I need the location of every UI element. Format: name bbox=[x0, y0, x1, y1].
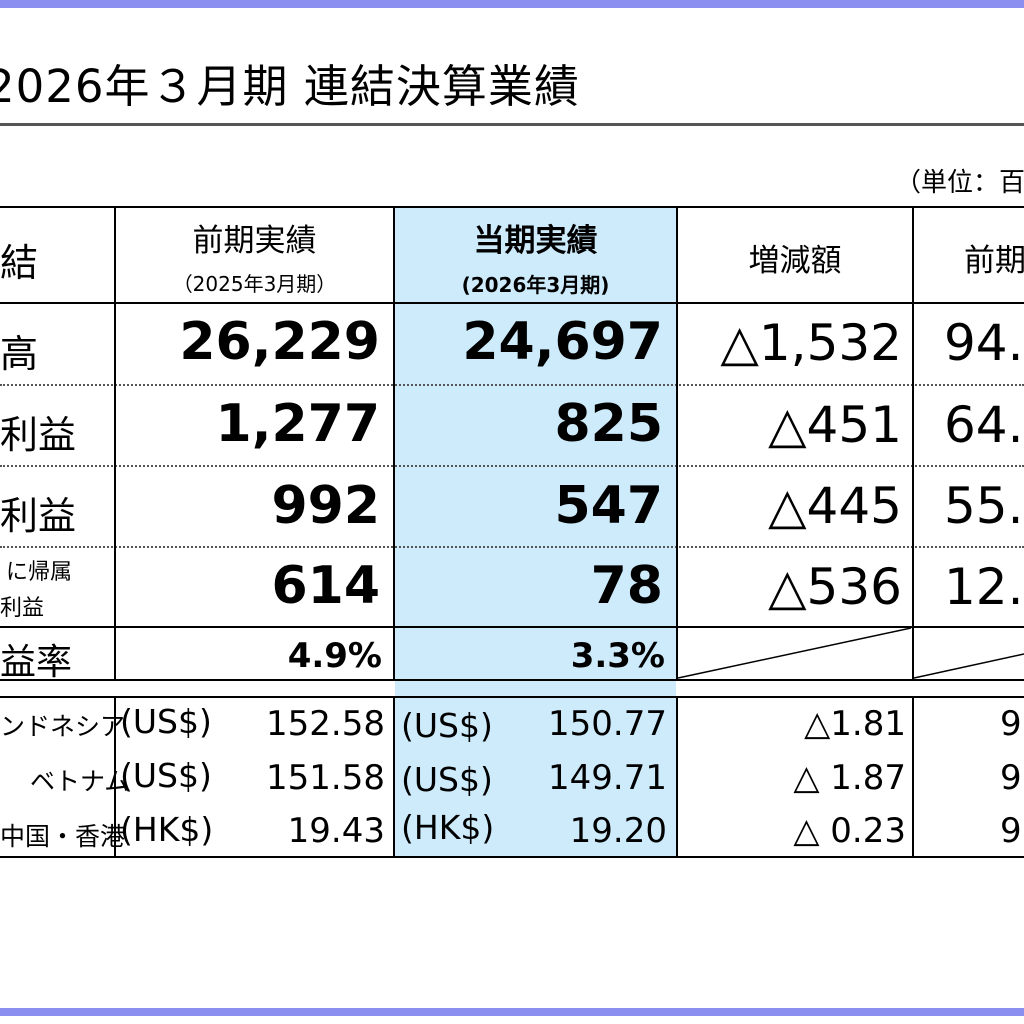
curr-period-subtitle: (2026年3月期) bbox=[461, 273, 610, 297]
fx-table-top-border bbox=[0, 696, 1024, 698]
fx-diff: △1.81 bbox=[804, 704, 906, 744]
column-divider bbox=[912, 696, 914, 858]
page-title: 2026年３月期 連結決算業績 bbox=[0, 60, 580, 113]
fx-prev-rate: 151.58 bbox=[266, 758, 385, 798]
header-label-cell: 結 bbox=[0, 241, 39, 285]
row-label: 益率 bbox=[0, 642, 73, 683]
current-period-highlight bbox=[395, 208, 676, 857]
prev-value: 1,277 bbox=[215, 394, 380, 454]
row-label-line1: に帰属 bbox=[6, 560, 73, 585]
row-divider bbox=[0, 384, 1024, 386]
row-label: 利益 bbox=[0, 413, 77, 457]
row-label: 利益 bbox=[0, 494, 77, 538]
ratio-value: 94. bbox=[944, 314, 1024, 372]
curr-value: 78 bbox=[590, 556, 663, 616]
unit-note: （単位：百 bbox=[895, 168, 1024, 198]
fx-curr-rate: 19.20 bbox=[569, 811, 667, 851]
fx-diff: △ 1.87 bbox=[793, 758, 906, 798]
fx-ratio: 9 bbox=[1000, 811, 1022, 851]
column-divider bbox=[676, 206, 678, 681]
curr-margin: 3.3% bbox=[570, 636, 665, 676]
table-top-border bbox=[0, 206, 1024, 208]
fx-curr-currency: (US$) bbox=[401, 706, 493, 745]
prev-period-subtitle: （2025年3月期） bbox=[172, 272, 337, 296]
diff-value: △451 bbox=[768, 396, 902, 454]
fx-ratio: 9 bbox=[1000, 758, 1022, 798]
fx-curr-rate: 149.71 bbox=[548, 758, 667, 798]
fx-curr-currency: (HK$) bbox=[401, 808, 495, 847]
fx-ratio: 9 bbox=[1000, 704, 1022, 744]
curr-value: 24,697 bbox=[462, 312, 663, 372]
prev-value: 26,229 bbox=[179, 312, 380, 372]
column-divider bbox=[114, 696, 116, 858]
fx-diff: △ 0.23 bbox=[793, 811, 906, 851]
diff-column-title: 増減額 bbox=[748, 243, 842, 279]
row-divider bbox=[0, 546, 1024, 548]
column-divider bbox=[393, 696, 395, 858]
prev-period-title: 前期実績 bbox=[192, 223, 317, 259]
curr-value: 825 bbox=[554, 394, 663, 454]
fx-prev-currency: (US$) bbox=[120, 702, 212, 741]
fx-prev-rate: 19.43 bbox=[287, 811, 385, 851]
prev-value: 614 bbox=[271, 556, 380, 616]
prev-margin: 4.9% bbox=[287, 636, 382, 676]
top-accent-bar bbox=[0, 0, 1024, 8]
row-divider bbox=[0, 626, 1024, 628]
row-label-line2: 利益 bbox=[0, 596, 45, 621]
ratio-column-title: 前期 bbox=[964, 243, 1024, 279]
fx-curr-currency: (US$) bbox=[401, 760, 493, 799]
curr-period-title: 当期実績 bbox=[473, 223, 598, 259]
column-divider bbox=[676, 696, 678, 858]
fx-table-bottom-border bbox=[0, 856, 1024, 858]
fx-country-label: ンドネシア bbox=[0, 712, 126, 741]
column-divider bbox=[912, 206, 914, 681]
row-divider bbox=[0, 465, 1024, 467]
bottom-accent-bar bbox=[0, 1008, 1024, 1016]
diff-value: △536 bbox=[768, 558, 902, 616]
fx-country-label: 中国・香港 bbox=[0, 822, 126, 851]
fx-country-label: ベトナム bbox=[30, 767, 130, 796]
fx-prev-currency: (HK$) bbox=[120, 810, 214, 849]
column-divider bbox=[114, 206, 116, 681]
prev-value: 992 bbox=[271, 476, 380, 536]
curr-value: 547 bbox=[554, 476, 663, 536]
header-bottom-border bbox=[0, 302, 1024, 304]
column-divider bbox=[393, 206, 395, 681]
diff-value: △445 bbox=[768, 477, 902, 535]
ratio-value: 55. bbox=[944, 477, 1024, 535]
fx-curr-rate: 150.77 bbox=[548, 704, 667, 744]
row-label: 高 bbox=[0, 332, 39, 376]
title-divider bbox=[0, 123, 1024, 126]
fx-prev-rate: 152.58 bbox=[266, 704, 385, 744]
diff-value: △1,532 bbox=[720, 314, 902, 372]
ratio-value: 64. bbox=[944, 396, 1024, 454]
main-table-bottom-border bbox=[0, 679, 1024, 681]
ratio-value: 12. bbox=[944, 558, 1024, 616]
fx-prev-currency: (US$) bbox=[120, 756, 212, 795]
